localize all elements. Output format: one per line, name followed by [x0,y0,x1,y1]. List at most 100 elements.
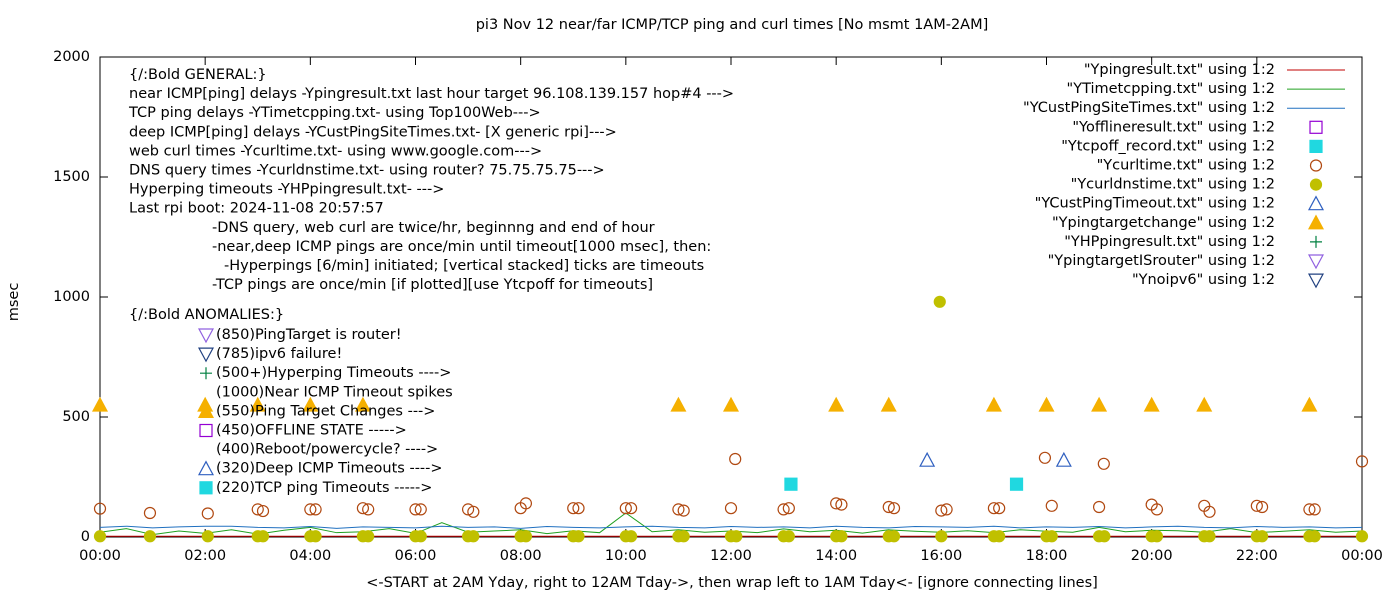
marker [677,530,690,543]
marker [302,396,319,412]
x-tick-label: 08:00 [500,548,542,564]
marker [519,530,533,543]
marker [624,530,638,543]
marker [782,502,795,515]
marker [1009,477,1024,491]
annotation: web curl times -Ycurltime.txt- using www… [129,143,542,159]
marker [724,502,738,515]
x-tick-label: 18:00 [1026,548,1068,564]
annotation: (550)Ping Target Changes ---> [216,403,435,419]
marker [828,396,845,412]
marker [782,530,795,543]
marker [619,502,632,515]
marker [1196,396,1213,412]
x-tick-label: 04:00 [289,548,331,564]
marker [933,295,946,308]
marker [993,530,1006,543]
marker [362,503,375,516]
marker [624,502,638,515]
marker [1310,235,1322,248]
legend-label: "YHPpingresult.txt" using 1:2 [1064,234,1275,250]
x-tick-label: 16:00 [920,548,962,564]
marker [414,503,427,516]
marker [197,460,215,476]
annotation: (850)PingTarget is router! [216,327,402,343]
annotation: {/:Bold GENERAL:} [129,67,267,83]
marker [1309,139,1323,153]
chart-title: pi3 Nov 12 near/far ICMP/TCP ping and cu… [476,17,989,33]
legend-label: "YTimetcpping.txt" using 1:2 [1067,81,1275,97]
marker [1308,530,1321,543]
marker [519,497,533,510]
annotation: (785)ipv6 failure! [216,346,342,362]
marker [467,505,480,518]
marker [993,502,1006,515]
marker [672,503,685,516]
marker [356,502,370,515]
x-tick-label: 06:00 [395,548,437,564]
marker [362,530,375,543]
marker [197,328,215,344]
marker [1309,178,1323,191]
marker [1091,396,1108,412]
annotation: (400)Reboot/powercycle? ----> [216,442,438,458]
marker [1301,396,1318,412]
series-line [99,525,1363,529]
marker [199,481,213,495]
marker [249,396,266,412]
x-tick-label: 20:00 [1131,548,1173,564]
legend-label: "Ycurltime.txt" using 1:2 [1097,158,1275,174]
annotation: (1000)Near ICMP Timeout spikes [216,384,453,400]
marker [414,530,427,543]
marker [256,504,270,518]
marker [777,503,790,516]
marker [143,530,157,543]
marker [1355,455,1369,468]
annotation: deep ICMP[ping] delays -YCustPingSiteTim… [129,124,617,140]
marker [309,503,322,516]
marker [784,477,798,491]
marker [1150,503,1164,516]
x-tick-label: 14:00 [815,548,857,564]
marker [1098,530,1111,543]
marker [1307,195,1325,211]
legend-label: "Ypingtargetchange" using 1:2 [1052,215,1275,231]
marker [1045,530,1058,543]
marker [1150,530,1164,543]
marker [1038,451,1052,464]
marker [93,530,107,543]
legend-label: "Ycurldnstime.txt" using 1:2 [1071,177,1275,193]
legend-label: "Ynoipv6" using 1:2 [1132,272,1275,288]
marker [1303,503,1316,516]
marker [1355,530,1369,543]
marker [91,396,109,412]
legend-label: "Ypingresult.txt" using 1:2 [1084,62,1275,78]
x-tick-label: 00:00 [1341,548,1383,564]
annotation: -Hyperpings [6/min] initiated; [vertical… [224,258,704,274]
marker [143,506,157,520]
marker [201,507,214,520]
marker [304,503,317,516]
marker [1250,499,1263,512]
marker [887,502,901,515]
marker [1255,530,1269,543]
marker [1038,396,1055,412]
marker [309,530,322,543]
y-tick-label: 2000 [53,49,90,65]
marker [729,452,742,466]
marker [1143,396,1160,412]
marker [677,504,690,517]
annotation: near ICMP[ping] delays -Ypingresult.txt … [129,86,734,102]
marker [467,530,480,543]
x-axis-label: <-START at 2AM Yday, right to 12AM Tday-… [366,575,1098,591]
y-tick-label: 500 [62,409,90,425]
marker [935,530,948,543]
marker [880,396,897,412]
x-tick-label: 22:00 [1236,548,1278,564]
marker [835,530,848,543]
legend-label: "Yofflineresult.txt" using 1:2 [1072,119,1275,135]
x-tick-label: 12:00 [710,548,752,564]
y-tick-label: 1500 [53,169,90,185]
annotation: {/:Bold ANOMALIES:} [129,307,284,323]
